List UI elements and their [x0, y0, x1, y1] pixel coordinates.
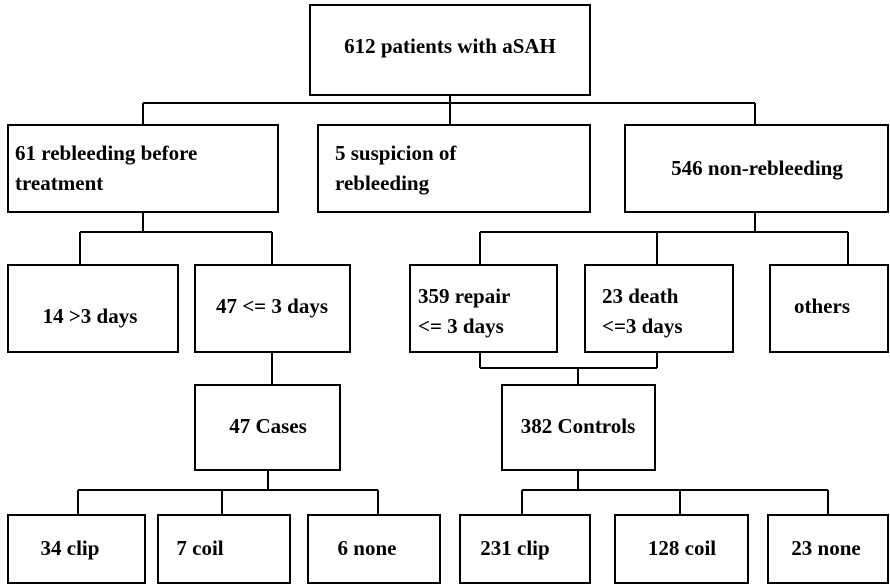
node-label: 5 suspicion of — [335, 141, 457, 165]
node-box — [459, 514, 591, 584]
node-box — [624, 124, 889, 213]
connectors — [77, 95, 849, 515]
node-label: 612 patients with aSAH — [344, 34, 556, 58]
node-label: 546 non-rebleeding — [671, 156, 843, 180]
node-label: 6 none — [338, 536, 397, 560]
node-label: 47 Cases — [229, 414, 307, 438]
node-box — [7, 124, 279, 213]
node-box — [307, 514, 441, 584]
node-label: 61 rebleeding before — [15, 141, 197, 165]
node-label: 23 death — [602, 284, 679, 308]
node-label: 382 Controls — [521, 414, 636, 438]
node-label: <= 3 days — [418, 314, 504, 338]
node-label: 14 >3 days — [43, 304, 138, 328]
node-box — [309, 4, 591, 96]
node-label: others — [794, 294, 850, 318]
node-label: rebleeding — [335, 171, 430, 195]
node-label: 128 coil — [648, 536, 716, 560]
node-box — [769, 264, 889, 353]
node-label: <=3 days — [602, 314, 683, 338]
node-box — [409, 264, 558, 353]
node-label: treatment — [15, 171, 103, 195]
node-label: 34 clip — [41, 536, 100, 560]
node-label: 7 coil — [176, 536, 223, 560]
node-box — [7, 514, 146, 584]
node-label: 359 repair — [418, 284, 510, 308]
node-box — [317, 124, 591, 213]
node-box — [614, 514, 749, 584]
node-box — [194, 264, 351, 353]
node-box — [584, 264, 734, 353]
node-box — [767, 514, 889, 584]
node-label: 23 none — [791, 536, 860, 560]
node-box — [7, 264, 179, 353]
node-box — [157, 514, 291, 584]
node-label: 231 clip — [480, 536, 549, 560]
node-label: 47 <= 3 days — [216, 294, 328, 318]
node-box — [194, 384, 341, 471]
node-box — [501, 384, 656, 471]
